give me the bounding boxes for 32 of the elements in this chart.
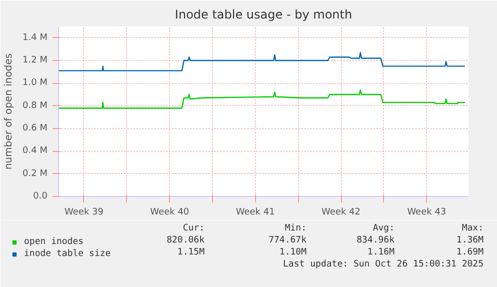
text: 1.69M: [456, 248, 484, 258]
text: 1.10M: [279, 248, 308, 258]
y-tick-label: 0.0: [33, 192, 48, 202]
line-series: [58, 52, 466, 72]
x-tick-label: Week 42: [322, 208, 361, 218]
text: 1.36M: [456, 236, 484, 246]
legend-label: open inodes: [24, 236, 84, 248]
y-tick-label: 0.4 M: [22, 146, 48, 156]
text: Avg:: [372, 224, 395, 234]
text: Max:: [462, 224, 484, 234]
x-tick-label: Week 41: [236, 208, 275, 218]
y-axis-title: number of open inodes: [4, 53, 15, 170]
text: Min:: [284, 224, 307, 234]
x-tick-label: Week 43: [407, 208, 446, 218]
text: 820.06k: [166, 236, 206, 246]
y-tick-label: 1.0 M: [22, 78, 48, 88]
text: Last update: Sun Oct 26 15:00:31 2025: [283, 260, 484, 270]
text: 1.15M: [177, 248, 206, 258]
y-tick-label: 0.8 M: [22, 100, 48, 111]
y-tick-label: 1.4 M: [22, 32, 48, 43]
chart-title: Inode table usage - by month: [174, 8, 352, 22]
y-tick-label: 1.2 M: [22, 56, 48, 66]
line-series: [58, 89, 466, 109]
x-tick-label: Week 40: [150, 208, 190, 218]
text: 834.96k: [356, 236, 396, 246]
y-tick-label: 0.2 M: [22, 168, 48, 179]
legend-label: inode table size: [24, 248, 111, 260]
x-tick-label: Week 39: [64, 208, 104, 218]
y-tick-label: 0.6 M: [22, 124, 48, 134]
text: 1.16M: [367, 248, 396, 258]
text: Cur:: [182, 224, 205, 234]
text: 774.67k: [268, 236, 308, 246]
